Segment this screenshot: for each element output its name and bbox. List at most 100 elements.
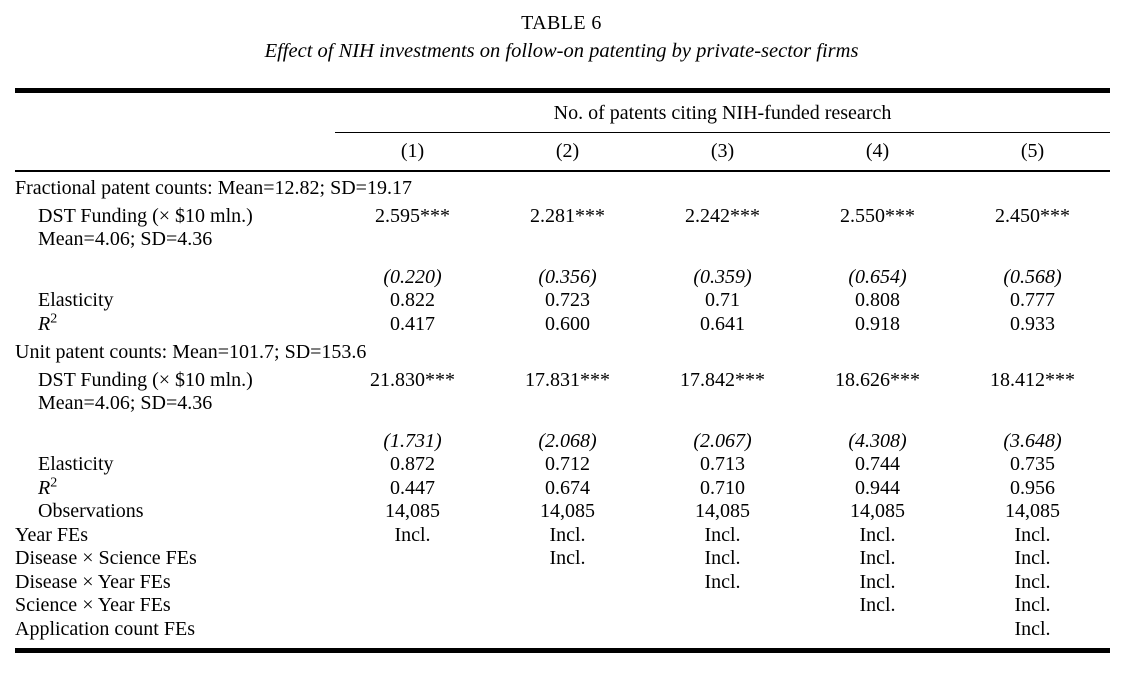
- cell: Incl.: [704, 523, 741, 546]
- cell: Incl.: [704, 547, 741, 569]
- cell: Incl.: [1014, 523, 1051, 546]
- table-row: R2 0.447 0.674 0.710 0.944 0.956: [15, 474, 1110, 501]
- cell: 0.822: [390, 289, 435, 311]
- cell: 2.242***: [685, 204, 760, 227]
- table-row: Disease × Year FEs Incl. Incl. Incl.: [15, 571, 1110, 595]
- cell: 21.830***: [370, 368, 455, 391]
- cell: 0.447: [390, 476, 435, 499]
- table-row: Observations 14,085 14,085 14,085 14,085 14,0…: [15, 500, 1110, 524]
- cell: [335, 571, 490, 595]
- cell: 0.710: [700, 476, 745, 499]
- table-row: (0.220) (0.356) (0.359) (0.654) (0.568): [15, 252, 1110, 290]
- table-row: R2 0.417 0.600 0.641 0.918 0.933: [15, 310, 1110, 337]
- row-label: R2: [38, 474, 58, 499]
- column-number-empty-cell: [15, 132, 335, 172]
- cell: (0.356): [538, 265, 597, 288]
- cell: 0.674: [545, 476, 590, 499]
- cell: (1.731): [383, 429, 442, 452]
- cell: 0.933: [1010, 312, 1055, 335]
- cell: (4.308): [848, 429, 907, 452]
- cell: 0.600: [545, 312, 590, 335]
- cell: Incl.: [1014, 594, 1051, 616]
- cell: [800, 618, 955, 651]
- row-label: Disease × Science FEs: [15, 547, 197, 569]
- cell: 14,085: [1005, 500, 1060, 522]
- cell: 14,085: [695, 500, 750, 522]
- row-label: [15, 252, 335, 290]
- spanner-row: No. of patents citing NIH-funded researc…: [15, 90, 1110, 133]
- cell: 17.842***: [680, 368, 765, 391]
- cell: (0.220): [383, 265, 442, 288]
- cell: 0.872: [390, 453, 435, 475]
- cell: (2.068): [538, 429, 597, 452]
- cell: Incl.: [859, 570, 896, 593]
- cell: Incl.: [1014, 617, 1051, 640]
- cell: [490, 571, 645, 595]
- panel-header: Fractional patent counts: Mean=12.82; SD…: [15, 177, 412, 199]
- row-label: DST Funding (× $10 mln.) Mean=4.06; SD=4.…: [15, 201, 335, 252]
- cell: (0.359): [693, 265, 752, 288]
- cell: Incl.: [859, 594, 896, 616]
- row-label: DST Funding (× $10 mln.) Mean=4.06; SD=4.…: [15, 365, 335, 416]
- cell: 0.777: [1010, 289, 1055, 311]
- cell: 0.641: [700, 312, 745, 335]
- cell: [645, 618, 800, 651]
- column-number-row: (1) (2) (3) (4) (5): [15, 132, 1110, 172]
- row-label-line2: Mean=4.06; SD=4.36: [38, 228, 213, 250]
- cell: [645, 594, 800, 618]
- row-label: [15, 416, 335, 454]
- table-caption-block: TABLE 6 Effect of NIH investments on fol…: [0, 0, 1123, 64]
- cell: 18.412***: [990, 368, 1075, 391]
- column-group-header: No. of patents citing NIH-funded researc…: [335, 90, 1110, 133]
- cell: 0.918: [855, 312, 900, 335]
- cell: (3.648): [1003, 429, 1062, 452]
- cell: 0.417: [390, 312, 435, 335]
- cell: 14,085: [385, 500, 440, 522]
- table-title: Effect of NIH investments on follow-on p…: [264, 40, 859, 62]
- table-row: Application count FEs Incl.: [15, 618, 1110, 651]
- table-number: TABLE 6: [521, 12, 602, 34]
- row-label: Observations: [38, 500, 144, 522]
- cell: 0.712: [545, 453, 590, 475]
- cell: 0.71: [705, 289, 740, 311]
- cell: 14,085: [850, 500, 905, 522]
- cell: 0.735: [1010, 453, 1055, 475]
- row-label: R2: [38, 310, 58, 335]
- panel-header-row: Fractional patent counts: Mean=12.82; SD…: [15, 171, 1110, 201]
- cell: [490, 594, 645, 618]
- cell: 17.831***: [525, 368, 610, 391]
- cell: Incl.: [394, 523, 431, 546]
- cell: 0.956: [1010, 476, 1055, 499]
- cell: 2.281***: [530, 204, 605, 227]
- cell: 0.808: [855, 289, 900, 311]
- cell: (2.067): [693, 429, 752, 452]
- table-row: Elasticity 0.822 0.723 0.71 0.808 0.777: [15, 289, 1110, 313]
- column-header-2: (2): [490, 132, 645, 172]
- cell: [335, 594, 490, 618]
- cell: 14,085: [540, 500, 595, 522]
- row-label-line2: Mean=4.06; SD=4.36: [38, 392, 213, 414]
- table-row: Elasticity 0.872 0.712 0.713 0.744 0.735: [15, 453, 1110, 477]
- table-row: Disease × Science FEs Incl. Incl. Incl. Incl…: [15, 547, 1110, 571]
- row-label: Disease × Year FEs: [15, 570, 171, 593]
- panel-header: Unit patent counts: Mean=101.7; SD=153.6: [15, 341, 367, 363]
- table-row: DST Funding (× $10 mln.) Mean=4.06; SD=4.…: [15, 365, 1110, 416]
- row-label: Year FEs: [15, 523, 88, 546]
- row-label: Elasticity: [38, 289, 114, 311]
- cell: 2.595***: [375, 204, 450, 227]
- column-header-1: (1): [335, 132, 490, 172]
- cell: Incl.: [1014, 547, 1051, 569]
- cell: 0.723: [545, 289, 590, 311]
- cell: Incl.: [704, 570, 741, 593]
- cell: [335, 618, 490, 651]
- table-row: Science × Year FEs Incl. Incl.: [15, 594, 1110, 618]
- cell: Incl.: [859, 523, 896, 546]
- cell: 0.744: [855, 453, 900, 475]
- spanner-row-empty-cell: [15, 91, 335, 133]
- column-header-5: (5): [955, 132, 1110, 172]
- table-body: Fractional patent counts: Mean=12.82; SD…: [15, 171, 1110, 651]
- table-row: DST Funding (× $10 mln.) Mean=4.06; SD=4.…: [15, 201, 1110, 252]
- cell: 2.550***: [840, 204, 915, 227]
- cell: Incl.: [859, 547, 896, 569]
